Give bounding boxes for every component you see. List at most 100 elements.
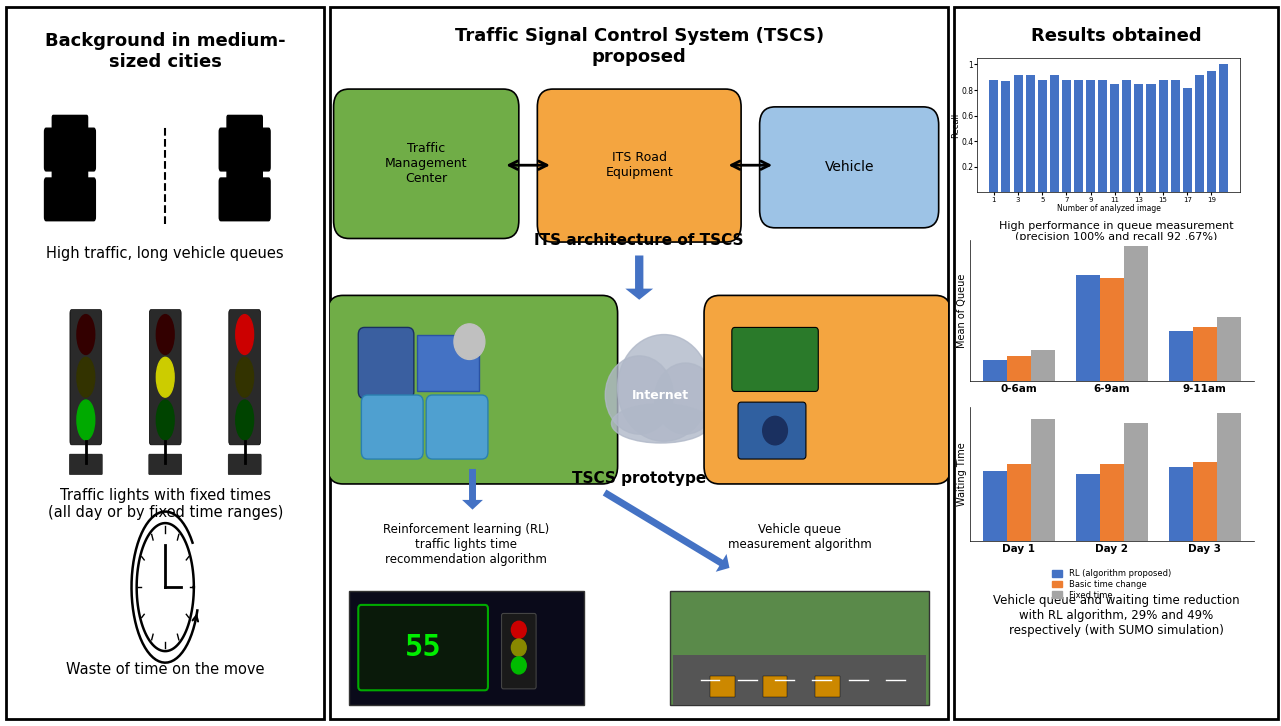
FancyBboxPatch shape <box>69 454 102 475</box>
FancyBboxPatch shape <box>229 309 260 445</box>
Bar <box>983 360 1007 381</box>
Circle shape <box>605 356 674 434</box>
X-axis label: Number of analyzed image: Number of analyzed image <box>1057 204 1161 213</box>
Circle shape <box>511 621 526 638</box>
Circle shape <box>77 400 95 440</box>
FancyBboxPatch shape <box>70 309 101 445</box>
FancyBboxPatch shape <box>502 613 537 689</box>
Circle shape <box>617 335 710 441</box>
FancyBboxPatch shape <box>361 395 423 459</box>
Circle shape <box>236 357 254 397</box>
FancyBboxPatch shape <box>738 402 806 459</box>
Text: Vehicle: Vehicle <box>825 160 874 174</box>
Y-axis label: Waiting Time: Waiting Time <box>957 442 967 505</box>
Text: Results obtained: Results obtained <box>1031 27 1202 45</box>
Bar <box>670 591 930 704</box>
FancyBboxPatch shape <box>359 605 488 690</box>
Text: ITS Road
Equipment: ITS Road Equipment <box>606 151 673 179</box>
Circle shape <box>156 400 174 440</box>
FancyBboxPatch shape <box>53 115 87 137</box>
Circle shape <box>453 324 485 359</box>
FancyBboxPatch shape <box>227 115 263 137</box>
Bar <box>1217 413 1241 541</box>
Bar <box>1123 423 1148 541</box>
Bar <box>1195 75 1204 192</box>
Bar <box>762 676 788 698</box>
Bar <box>815 676 840 698</box>
FancyBboxPatch shape <box>705 295 951 484</box>
Circle shape <box>511 657 526 674</box>
Bar <box>1007 464 1031 541</box>
Text: Traffic
Management
Center: Traffic Management Center <box>386 142 468 185</box>
Bar <box>1049 75 1059 192</box>
FancyBboxPatch shape <box>359 327 414 399</box>
Bar <box>989 80 998 192</box>
Bar <box>348 591 584 704</box>
Text: Traffic Signal Control System (TSCS)
proposed: Traffic Signal Control System (TSCS) pro… <box>455 27 824 66</box>
Bar <box>1031 350 1056 381</box>
FancyArrowPatch shape <box>462 469 483 510</box>
Circle shape <box>77 314 95 354</box>
Text: 55: 55 <box>405 633 442 662</box>
Circle shape <box>511 639 526 656</box>
FancyBboxPatch shape <box>53 166 87 187</box>
Bar <box>710 676 735 698</box>
Bar <box>1073 80 1082 192</box>
FancyBboxPatch shape <box>333 89 519 238</box>
Bar <box>1098 80 1107 192</box>
Text: Traffic lights with fixed times
(all day or by fixed time ranges): Traffic lights with fixed times (all day… <box>47 488 283 520</box>
Text: High traffic, long vehicle queues: High traffic, long vehicle queues <box>46 245 284 261</box>
Bar <box>1076 274 1100 381</box>
Bar <box>1100 277 1123 381</box>
FancyBboxPatch shape <box>731 327 819 391</box>
FancyArrowPatch shape <box>603 489 729 572</box>
FancyBboxPatch shape <box>45 178 95 221</box>
Circle shape <box>655 363 716 434</box>
Bar <box>1182 88 1191 192</box>
Bar <box>1013 75 1022 192</box>
Y-axis label: Mean of Queue: Mean of Queue <box>957 273 967 348</box>
FancyBboxPatch shape <box>427 395 488 459</box>
Bar <box>1086 80 1095 192</box>
Circle shape <box>77 357 95 397</box>
Bar <box>1207 71 1216 192</box>
Bar <box>1123 246 1148 381</box>
Bar <box>1038 80 1047 192</box>
Bar <box>1111 83 1120 192</box>
Bar <box>1193 462 1217 541</box>
Circle shape <box>236 400 254 440</box>
Bar <box>1026 75 1035 192</box>
FancyArrowPatch shape <box>625 256 653 300</box>
Bar <box>1158 80 1168 192</box>
Bar <box>1031 420 1056 541</box>
Bar <box>1146 83 1155 192</box>
Ellipse shape <box>611 404 710 443</box>
Legend: RL (algorithm proposed), Basic time change, Fixed time: RL (algorithm proposed), Basic time chan… <box>1053 411 1171 441</box>
Circle shape <box>762 416 788 445</box>
FancyBboxPatch shape <box>328 295 617 484</box>
Text: ITS architecture of TSCS: ITS architecture of TSCS <box>534 233 744 248</box>
FancyBboxPatch shape <box>219 129 270 171</box>
Text: Background in medium-
sized cities: Background in medium- sized cities <box>45 32 286 71</box>
Bar <box>1135 83 1144 192</box>
Bar <box>1062 80 1071 192</box>
Text: Vehicle queue
measurement algorithm: Vehicle queue measurement algorithm <box>728 523 871 551</box>
FancyBboxPatch shape <box>149 454 182 475</box>
FancyBboxPatch shape <box>760 107 939 228</box>
Text: Waste of time on the move: Waste of time on the move <box>67 662 264 677</box>
Legend: RL (algorithm proposed), Basic time change, Fixed time: RL (algorithm proposed), Basic time chan… <box>1053 569 1171 600</box>
Bar <box>1122 80 1131 192</box>
FancyBboxPatch shape <box>537 89 742 242</box>
FancyBboxPatch shape <box>45 129 95 171</box>
Bar <box>1007 356 1031 381</box>
Bar <box>1100 464 1123 541</box>
Circle shape <box>156 357 174 397</box>
FancyBboxPatch shape <box>219 178 270 221</box>
Bar <box>1171 80 1180 192</box>
Bar <box>1076 474 1100 541</box>
Y-axis label: Recall: Recall <box>951 113 959 138</box>
Bar <box>1220 65 1228 192</box>
FancyBboxPatch shape <box>416 335 479 391</box>
Bar <box>1193 327 1217 381</box>
Bar <box>1168 332 1193 381</box>
